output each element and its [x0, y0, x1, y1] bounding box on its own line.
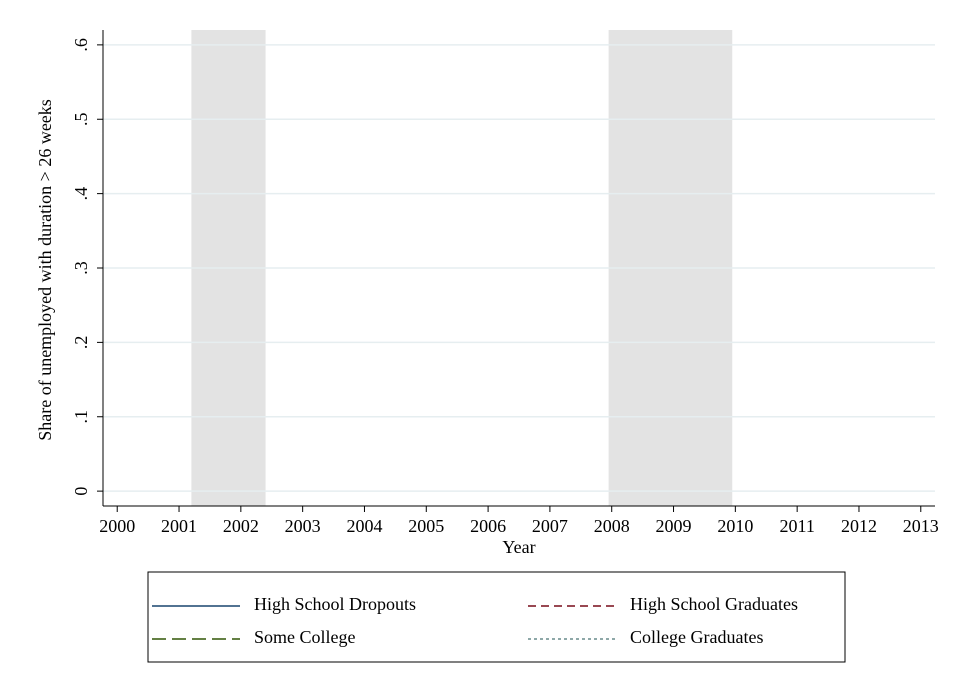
x-tick-label: 2007: [532, 516, 568, 536]
x-tick-label: 2009: [656, 516, 692, 536]
y-tick-label: .4: [71, 187, 91, 201]
x-tick-label: 2002: [223, 516, 259, 536]
x-tick-label: 2004: [346, 516, 382, 536]
x-tick-label: 2000: [99, 516, 135, 536]
legend-label: College Graduates: [630, 627, 763, 647]
legend-box: [147, 571, 846, 663]
y-tick-label: .2: [71, 336, 91, 350]
x-tick-label: 2001: [161, 516, 197, 536]
x-tick-label: 2013: [903, 516, 939, 536]
x-tick-label: 2005: [408, 516, 444, 536]
x-tick-label: 2010: [717, 516, 753, 536]
x-tick-label: 2008: [594, 516, 630, 536]
legend-label: High School Graduates: [630, 594, 798, 614]
legend-label: Some College: [254, 627, 356, 647]
y-tick-label: .5: [71, 113, 91, 127]
y-tick-label: .6: [71, 38, 91, 52]
legend-label: High School Dropouts: [254, 594, 416, 614]
y-tick-label: .1: [71, 410, 91, 424]
y-axis-label: Share of unemployed with duration > 26 w…: [35, 99, 55, 441]
x-tick-label: 2006: [470, 516, 506, 536]
x-axis-label: Year: [502, 537, 535, 557]
y-tick-label: .3: [71, 261, 91, 275]
x-tick-label: 2012: [841, 516, 877, 536]
y-tick-label: 0: [71, 487, 91, 496]
x-tick-label: 2011: [779, 516, 814, 536]
x-tick-label: 2003: [285, 516, 321, 536]
